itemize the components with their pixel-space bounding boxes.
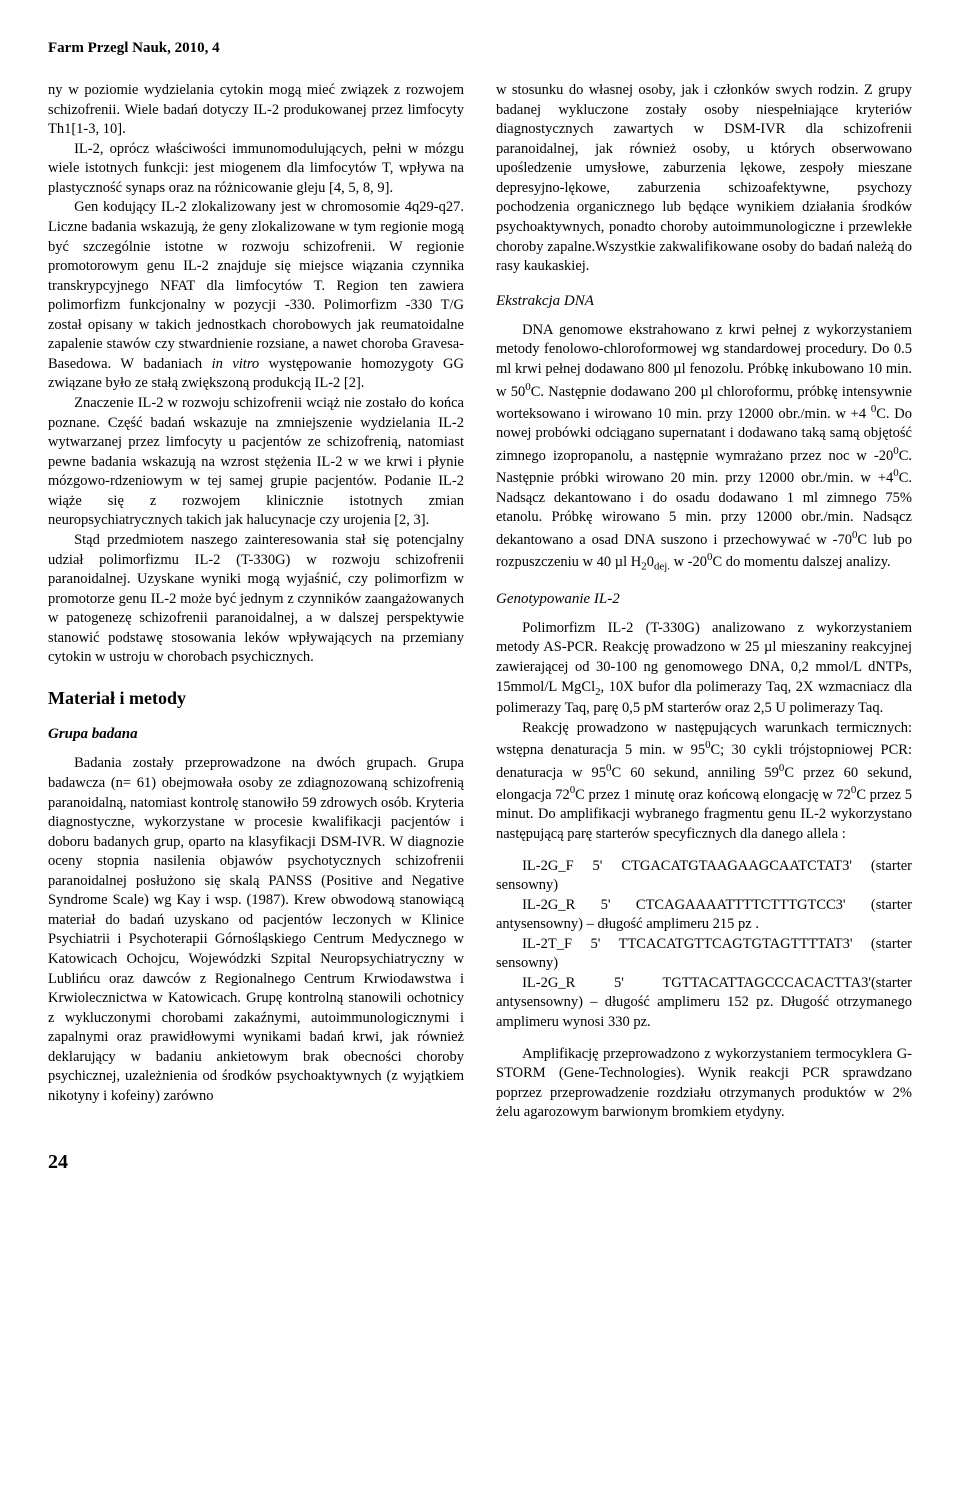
primer-line: IL-2G_F 5' CTGACATGTAAGAAGCAATCTAT3' (st… (496, 857, 912, 896)
body-paragraph: Stąd przedmiotem naszego zainteresowania… (48, 531, 464, 668)
page-number: 24 (48, 1151, 912, 1174)
text-run: C 60 sekund, anniling 59 (611, 764, 778, 780)
body-paragraph: Reakcję prowadzono w następujących warun… (496, 719, 912, 845)
body-paragraph: w stosunku do własnej osoby, jak i człon… (496, 81, 912, 277)
text-run: w -20 (670, 554, 707, 570)
text-run: C przez 1 minutę oraz końcową elongację … (575, 787, 851, 803)
body-paragraph: Polimorfizm IL-2 (T-330G) analizowano z … (496, 619, 912, 719)
primer-line: IL-2G_R 5' TGTTACATTAGCCCACACTTA3'(start… (496, 974, 912, 1033)
text-run: Gen kodujący IL-2 zlokalizowany jest w c… (48, 199, 464, 372)
body-paragraph: Gen kodujący IL-2 zlokalizowany jest w c… (48, 198, 464, 394)
italic-run: in vitro (212, 356, 260, 372)
body-paragraph: Badania zostały przeprowadzone na dwóch … (48, 754, 464, 1106)
primer-line: IL-2T_F 5' TTCACATGTTCAGTGTAGTTTTAT3' (s… (496, 935, 912, 974)
body-paragraph: ny w poziomie wydzielania cytokin mogą m… (48, 81, 464, 140)
text-run: C. Następnie dodawano 200 µl chloroformu… (496, 383, 912, 421)
primer-line: IL-2G_R 5' CTCAGAAAATTTTCTTTGTCC3' (star… (496, 896, 912, 935)
body-paragraph: DNA genomowe ekstrahowano z krwi pełnej … (496, 321, 912, 575)
subsection-heading-genotyping: Genotypowanie IL-2 (496, 589, 912, 609)
text-run: C do momentu dalszej analizy. (712, 554, 890, 570)
subscript-two: 2 (641, 561, 646, 573)
body-paragraph: Znaczenie IL-2 w rozwoju schizofrenii wc… (48, 394, 464, 531)
subsection-heading-group: Grupa badana (48, 724, 464, 744)
body-paragraph: Amplifikację przeprowadzono z wykorzysta… (496, 1045, 912, 1123)
journal-header: Farm Przegl Nauk, 2010, 4 (48, 40, 912, 57)
subscript-dej: dej. (654, 561, 670, 573)
section-heading-materials: Materiał i metody (48, 686, 464, 710)
body-paragraph: IL-2, oprócz właściwości immunomodulując… (48, 140, 464, 199)
subsection-heading-dna: Ekstrakcja DNA (496, 291, 912, 311)
page-body: ny w poziomie wydzielania cytokin mogą m… (48, 81, 912, 1123)
